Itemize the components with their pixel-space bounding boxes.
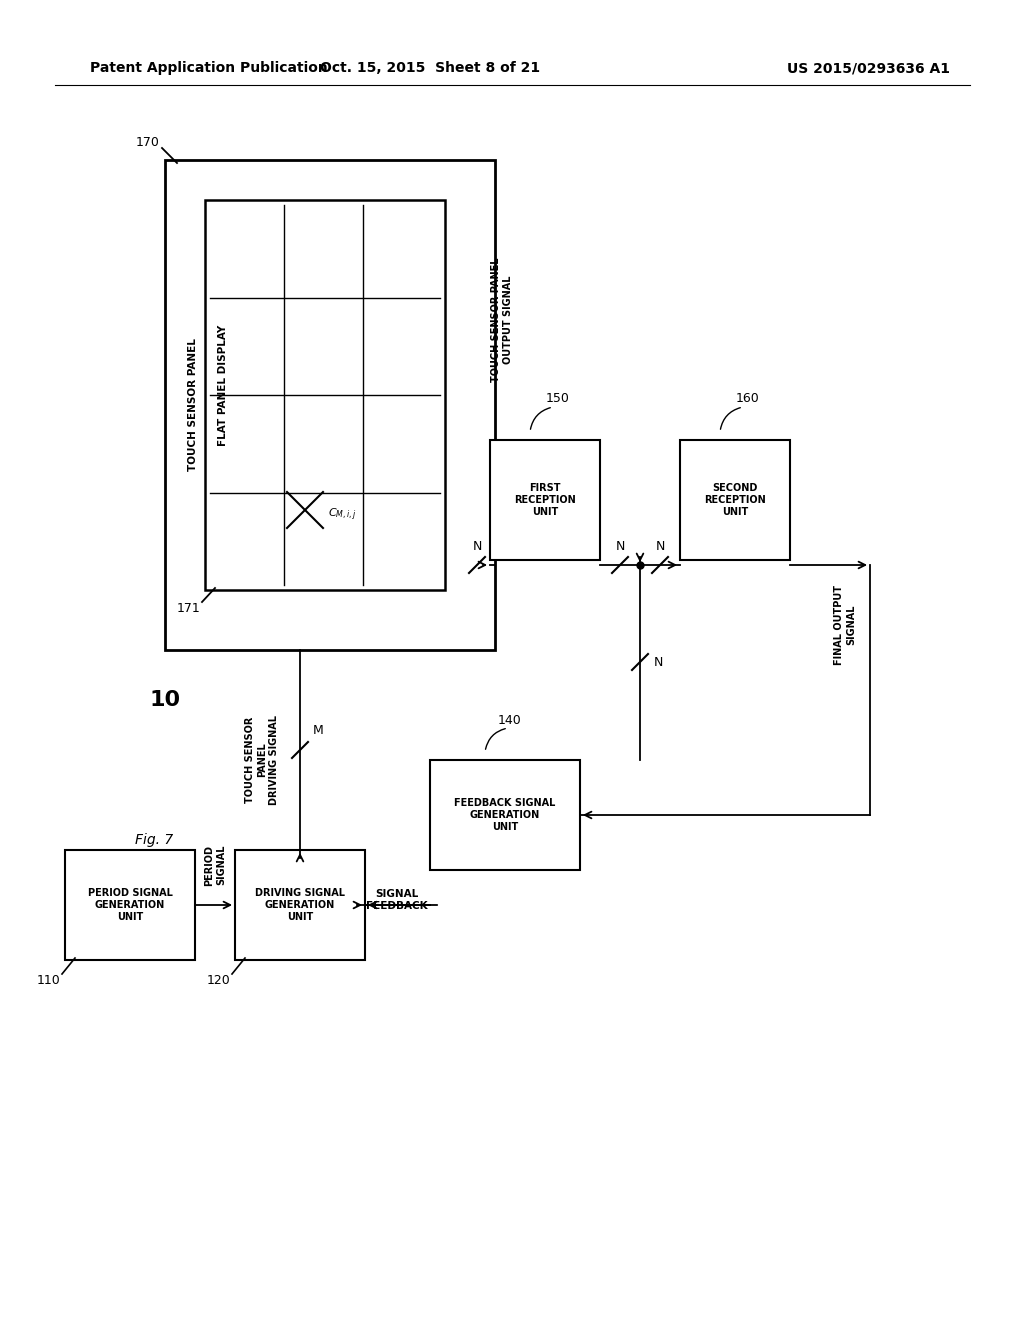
Text: TOUCH SENSOR
PANEL
DRIVING SIGNAL: TOUCH SENSOR PANEL DRIVING SIGNAL: [246, 715, 279, 805]
Text: SECOND
RECEPTION
UNIT: SECOND RECEPTION UNIT: [705, 483, 766, 516]
Bar: [490, 440, 600, 560]
Text: N: N: [655, 540, 665, 553]
Text: 170: 170: [136, 136, 160, 149]
Text: FEEDBACK SIGNAL
GENERATION
UNIT: FEEDBACK SIGNAL GENERATION UNIT: [455, 799, 556, 832]
Text: US 2015/0293636 A1: US 2015/0293636 A1: [787, 61, 950, 75]
Text: Oct. 15, 2015  Sheet 8 of 21: Oct. 15, 2015 Sheet 8 of 21: [319, 61, 540, 75]
Text: 150: 150: [546, 392, 570, 404]
Bar: [680, 440, 790, 560]
Bar: [430, 760, 580, 870]
Text: 160: 160: [736, 392, 760, 404]
Text: 120: 120: [206, 974, 230, 986]
Text: 140: 140: [498, 714, 522, 726]
Text: FIRST
RECEPTION
UNIT: FIRST RECEPTION UNIT: [514, 483, 575, 516]
Bar: [165, 160, 495, 649]
Text: N: N: [615, 540, 625, 553]
Text: SIGNAL
FEEDBACK: SIGNAL FEEDBACK: [367, 890, 428, 911]
Text: PERIOD SIGNAL
GENERATION
UNIT: PERIOD SIGNAL GENERATION UNIT: [88, 888, 172, 921]
Bar: [65, 850, 195, 960]
Bar: [205, 201, 445, 590]
Text: Patent Application Publication: Patent Application Publication: [90, 61, 328, 75]
Text: 10: 10: [150, 690, 181, 710]
Text: TOUCH SENSOR PANEL
OUTPUT SIGNAL: TOUCH SENSOR PANEL OUTPUT SIGNAL: [492, 257, 513, 383]
Text: $C_{M,i,j}$: $C_{M,i,j}$: [328, 507, 356, 523]
Text: DRIVING SIGNAL
GENERATION
UNIT: DRIVING SIGNAL GENERATION UNIT: [255, 888, 345, 921]
Text: TOUCH SENSOR PANEL: TOUCH SENSOR PANEL: [188, 338, 198, 471]
Text: 171: 171: [176, 602, 200, 615]
Text: N: N: [653, 656, 663, 668]
Text: Fig. 7: Fig. 7: [135, 833, 173, 847]
Text: M: M: [312, 723, 324, 737]
Text: FINAL OUTPUT
SIGNAL: FINAL OUTPUT SIGNAL: [835, 585, 856, 665]
Text: 110: 110: [36, 974, 60, 986]
Bar: [234, 850, 365, 960]
Text: FLAT PANEL DISPLAY: FLAT PANEL DISPLAY: [218, 325, 228, 446]
Text: N: N: [472, 540, 481, 553]
Text: PERIOD
SIGNAL: PERIOD SIGNAL: [204, 845, 226, 886]
